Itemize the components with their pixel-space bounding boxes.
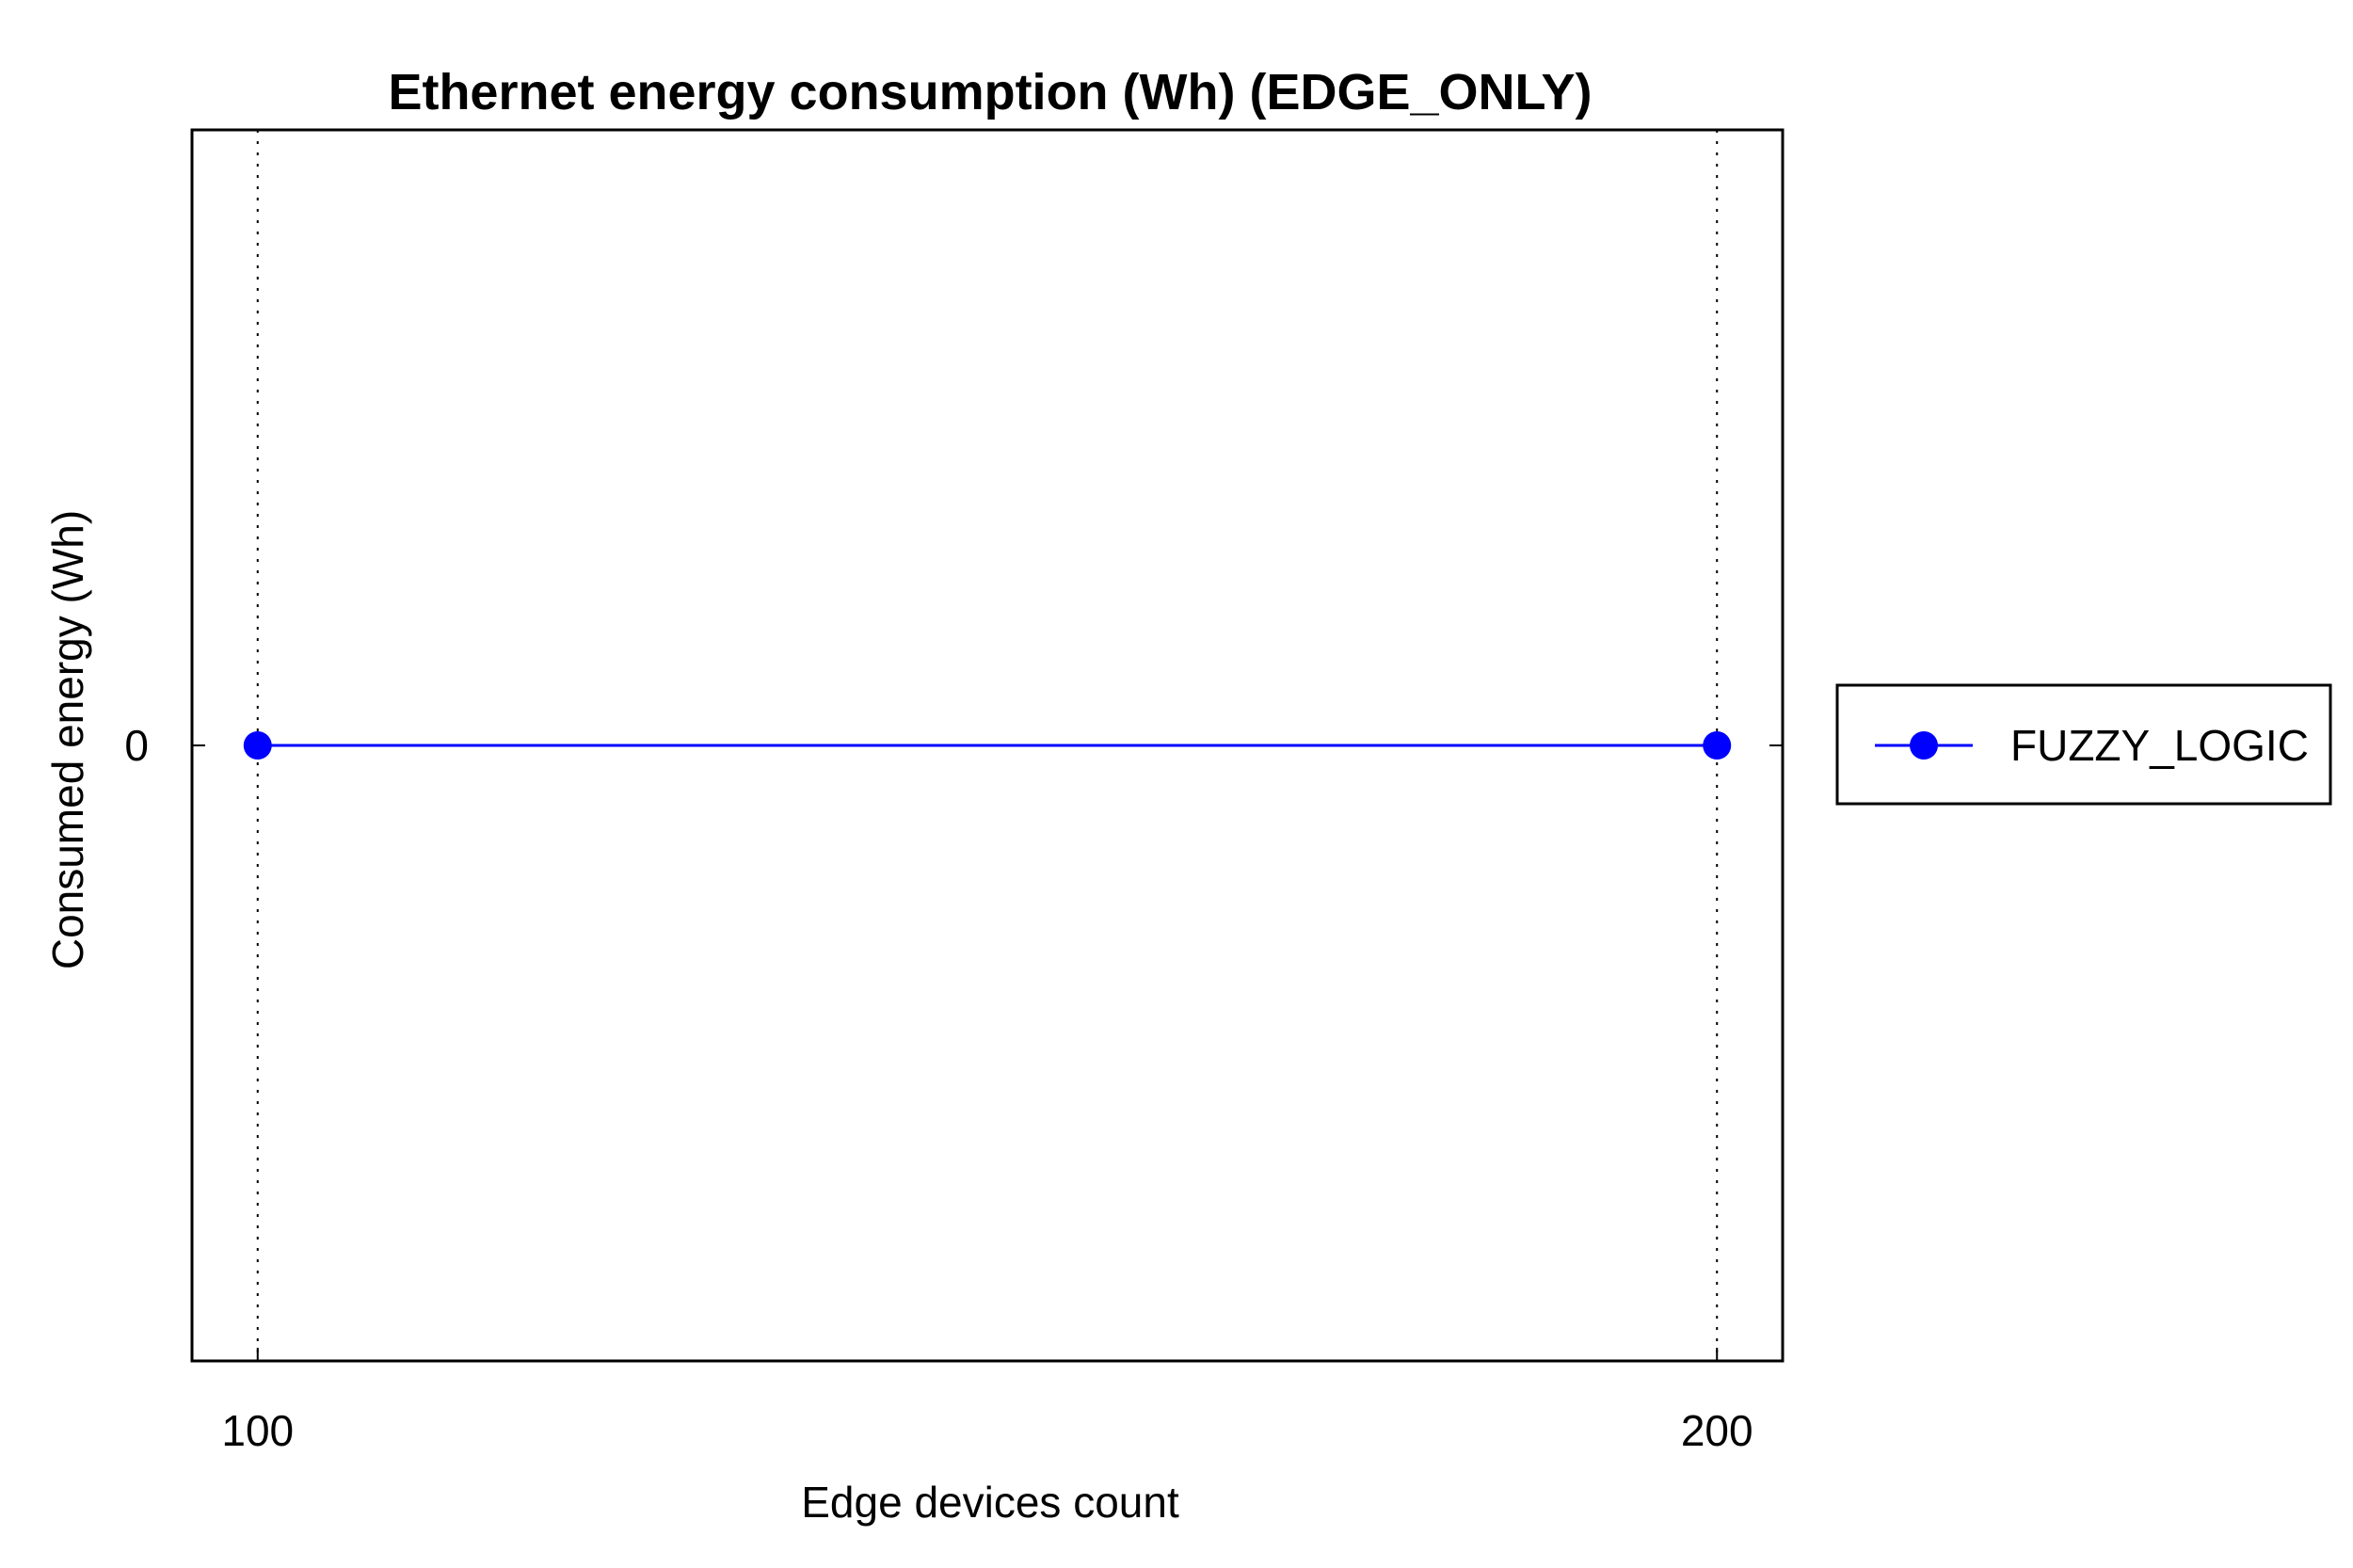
x-tick-label: 200 bbox=[1681, 1406, 1753, 1455]
legend-marker-sample bbox=[1910, 731, 1938, 760]
legend-label: FUZZY_LOGIC bbox=[2010, 721, 2309, 770]
data-point bbox=[244, 731, 272, 760]
legend: FUZZY_LOGIC bbox=[1837, 685, 2330, 804]
series-group bbox=[244, 731, 1731, 760]
y-axis-label: Consumed energy (Wh) bbox=[43, 510, 92, 969]
x-tick-label: 100 bbox=[221, 1406, 294, 1455]
y-tick-labels: 0 bbox=[124, 721, 149, 770]
x-axis-label: Edge devices count bbox=[801, 1478, 1179, 1527]
x-tick-labels: 100 200 bbox=[221, 1406, 1753, 1455]
chart-title: Ethernet energy consumption (Wh) (EDGE_O… bbox=[388, 64, 1592, 120]
plot-area bbox=[192, 130, 1783, 1361]
data-point bbox=[1703, 731, 1731, 760]
y-tick-label: 0 bbox=[124, 721, 149, 770]
